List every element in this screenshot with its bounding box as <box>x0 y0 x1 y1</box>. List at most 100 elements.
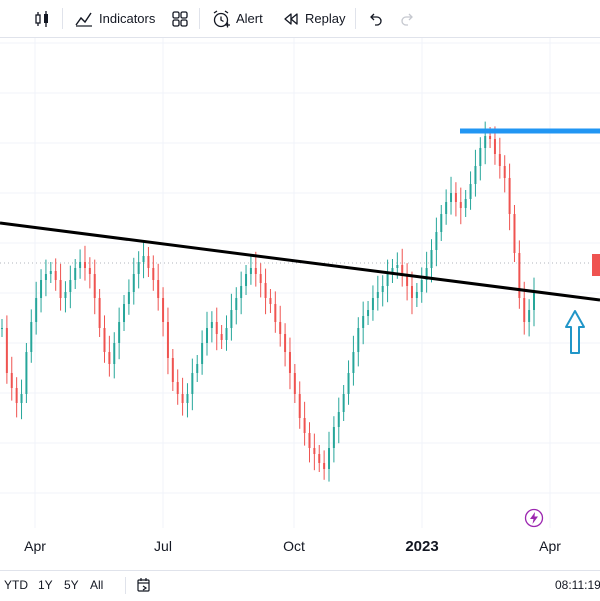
candle-body <box>171 358 174 382</box>
undo-button[interactable] <box>366 0 384 37</box>
candle-body <box>162 298 165 322</box>
candle-body <box>157 280 160 298</box>
range-5y-button[interactable]: 5Y <box>64 578 79 592</box>
candle-body <box>298 394 301 418</box>
candle-body <box>186 394 189 403</box>
redo-icon <box>401 13 413 26</box>
lightning-button[interactable] <box>524 508 544 528</box>
time-axis-label: Apr <box>24 538 46 554</box>
bottom-toolbar: YTD 1Y 5Y All 08:11:19 <box>0 570 600 601</box>
candle-body <box>142 256 145 262</box>
candle-body <box>98 298 101 328</box>
chart-canvas[interactable] <box>0 38 600 528</box>
time-axis-label: Oct <box>283 538 305 554</box>
time-axis-label: 2023 <box>405 538 439 555</box>
candle-body <box>357 328 360 352</box>
time-axis-label: Apr <box>539 538 561 554</box>
candle-body <box>371 298 374 310</box>
candle-body <box>79 262 82 268</box>
candle-body <box>410 286 413 298</box>
candle-body <box>245 274 248 286</box>
candle-body <box>284 334 287 352</box>
candle-body <box>484 136 487 148</box>
replay-button[interactable]: Replay <box>282 0 345 37</box>
candle-body <box>40 280 43 298</box>
candle-body <box>123 304 126 322</box>
time-axis-label: Jul <box>154 538 172 554</box>
layouts-button[interactable] <box>171 0 189 37</box>
candle-body <box>25 352 28 394</box>
candle-body <box>352 352 355 373</box>
candle-body <box>459 202 462 208</box>
redo-button[interactable] <box>399 0 417 37</box>
candle-body <box>342 394 345 412</box>
candle-body <box>225 328 228 340</box>
candle-body <box>205 328 208 343</box>
candle-body <box>464 199 467 208</box>
range-all-button[interactable]: All <box>90 578 104 592</box>
candle-body <box>313 448 316 454</box>
bottom-divider <box>125 577 126 594</box>
candle-body <box>215 322 218 334</box>
candle-body <box>318 454 321 463</box>
range-ytd-button[interactable]: YTD <box>4 578 28 592</box>
candle-body <box>166 322 169 358</box>
candle-body <box>479 148 482 166</box>
toolbar-divider <box>62 8 63 29</box>
candle-body <box>362 316 365 328</box>
candle-body <box>367 310 370 316</box>
range-1y-button[interactable]: 1Y <box>38 578 53 592</box>
indicators-button[interactable]: Indicators <box>74 0 155 37</box>
candle-body <box>235 298 238 310</box>
candle-body <box>132 274 135 292</box>
candle-body <box>376 292 379 298</box>
candle-body <box>49 271 52 274</box>
candle-body <box>264 283 267 298</box>
candle-body <box>425 268 428 280</box>
candle-body <box>113 343 116 364</box>
candle-body <box>196 364 199 373</box>
candles-layer <box>1 121 535 482</box>
candle-body <box>528 310 531 322</box>
candle-body <box>381 286 384 292</box>
candle-body <box>454 193 457 202</box>
up-arrow-icon[interactable] <box>565 310 585 354</box>
candle-body <box>533 292 535 310</box>
time-axis[interactable]: Apr Jul Oct 2023 Apr <box>0 528 600 564</box>
candle-body <box>489 136 492 139</box>
alert-button[interactable]: Alert <box>211 0 263 37</box>
candle-body <box>303 418 306 433</box>
candle-body <box>230 310 233 328</box>
price-marker <box>592 254 600 276</box>
candle-body <box>474 166 477 184</box>
candle-body <box>201 343 204 364</box>
candle-body <box>386 274 389 286</box>
candles-icon <box>35 10 48 27</box>
candle-body <box>181 394 184 403</box>
top-toolbar: Indicators Alert Replay <box>0 0 600 38</box>
candle-body <box>83 262 86 268</box>
price-chart[interactable] <box>0 38 600 528</box>
candle-body <box>498 154 501 166</box>
candle-body <box>137 262 140 274</box>
indicators-icon <box>75 12 92 27</box>
candle-body <box>308 433 311 448</box>
calendar-range-icon[interactable] <box>136 577 152 593</box>
descending-trendline[interactable] <box>0 221 600 302</box>
candle-body <box>420 280 423 292</box>
candle-body <box>401 265 404 274</box>
candle-body <box>508 178 511 214</box>
candle-body <box>269 298 272 304</box>
candle-body <box>176 382 179 394</box>
candle-body <box>279 322 282 334</box>
candle-body <box>35 298 38 322</box>
candle-body <box>259 274 262 283</box>
candle-body <box>503 166 506 178</box>
undo-icon <box>370 13 382 26</box>
candle-body <box>450 193 453 202</box>
candle-body <box>118 322 121 343</box>
candle-body <box>415 292 418 298</box>
chart-type-button[interactable] <box>33 0 51 37</box>
candle-body <box>523 298 526 322</box>
candle-body <box>406 274 409 286</box>
